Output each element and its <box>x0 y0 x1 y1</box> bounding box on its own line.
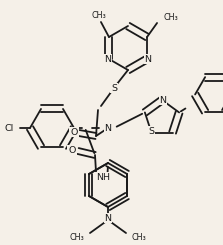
Text: CH₃: CH₃ <box>92 11 106 20</box>
Text: N: N <box>159 96 167 105</box>
Text: CH₃: CH₃ <box>163 13 178 23</box>
Text: N: N <box>105 213 112 222</box>
Text: Cl: Cl <box>5 123 14 133</box>
Text: CH₃: CH₃ <box>69 233 84 242</box>
Text: N: N <box>104 54 112 63</box>
Text: CH₃: CH₃ <box>132 233 147 242</box>
Text: NH: NH <box>96 172 110 182</box>
Text: S: S <box>111 84 117 93</box>
Text: S: S <box>149 127 154 136</box>
Text: O: O <box>70 127 78 136</box>
Text: N: N <box>105 123 112 133</box>
Text: N: N <box>145 54 152 63</box>
Text: O: O <box>68 146 76 155</box>
